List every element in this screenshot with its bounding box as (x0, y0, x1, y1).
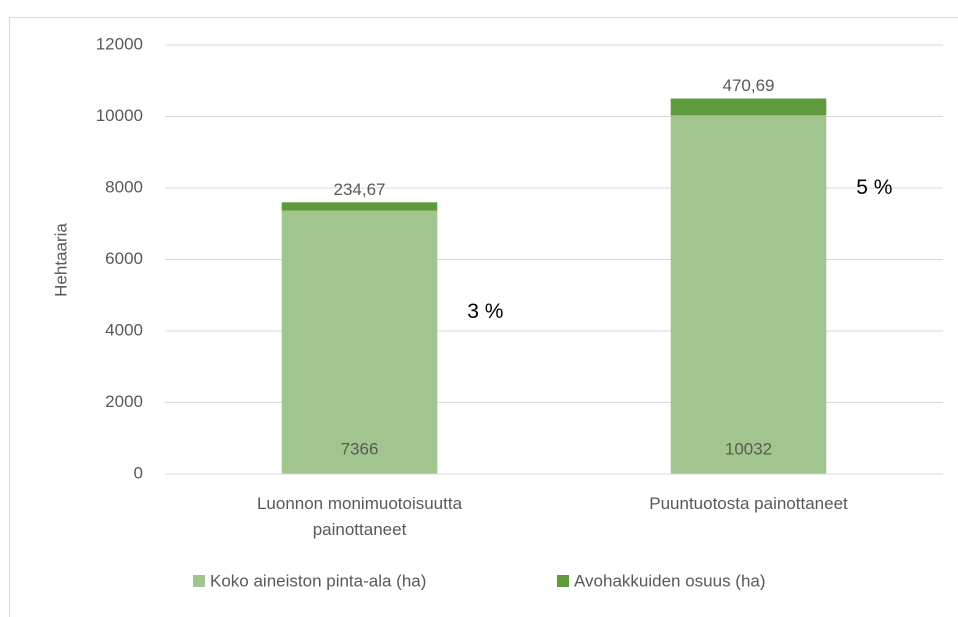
legend-swatch (557, 575, 569, 587)
bar-segment (670, 115, 827, 474)
y-tick-label: 6000 (105, 249, 143, 268)
annotation: 5 % (856, 176, 892, 199)
y-tick-label: 0 (134, 463, 143, 482)
data-label: 10032 (725, 439, 772, 458)
bar-segment (281, 202, 438, 211)
y-tick-label: 2000 (105, 392, 143, 411)
y-tick-label: 4000 (105, 320, 143, 339)
data-label: 7366 (341, 439, 379, 458)
legend-swatch (193, 575, 205, 587)
legend-label: Koko aineiston pinta-ala (ha) (210, 571, 426, 590)
x-tick-label: Luonnon monimuotoisuutta painottaneet (256, 494, 463, 539)
legend-label: Avohakkuiden osuus (ha) (574, 571, 766, 590)
x-tick-label: Puuntuotosta painottaneet (649, 494, 848, 513)
y-tick-label: 8000 (105, 177, 143, 196)
bar-segment (670, 98, 827, 116)
y-tick-label: 12000 (96, 34, 143, 53)
y-tick-label: 10000 (96, 106, 143, 125)
data-label: 470,69 (723, 76, 775, 95)
bar-segment (281, 210, 438, 474)
data-label: 234,67 (334, 180, 386, 199)
annotation: 3 % (467, 300, 503, 323)
y-axis-label: Hehtaaria (51, 223, 70, 297)
chart-frame (9, 17, 958, 617)
